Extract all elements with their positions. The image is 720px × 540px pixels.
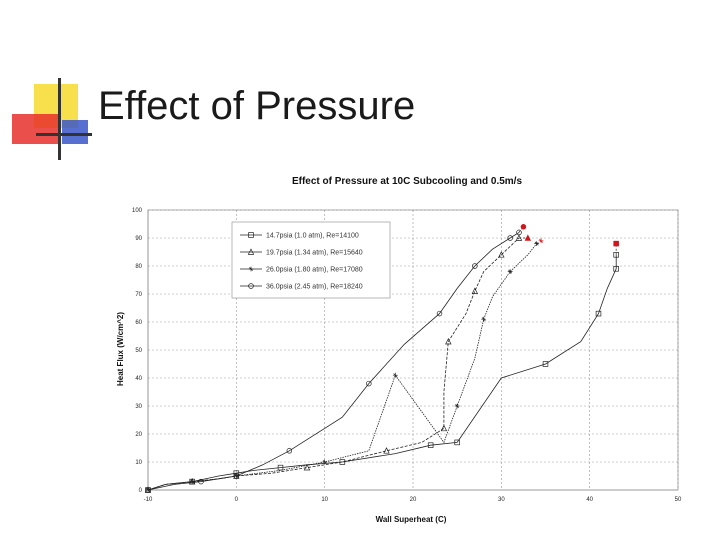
point-triangle: [471, 287, 479, 294]
x-tick-label: 20: [410, 497, 417, 503]
point-triangle: [247, 248, 255, 255]
point-square: [613, 240, 619, 247]
point-circle: [233, 473, 240, 479]
y-tick-label: 0: [139, 488, 143, 494]
y-tick-label: 40: [135, 376, 142, 382]
y-tick-label: 50: [135, 348, 142, 354]
point-star: [189, 479, 195, 484]
x-tick-label: 50: [675, 497, 682, 503]
point-square: [595, 310, 602, 317]
y-tick-label: 60: [135, 320, 142, 326]
y-tick-label: 90: [135, 236, 142, 242]
plot-frame: [147, 209, 679, 491]
point-star: [454, 403, 460, 409]
legend-label: 14.7psia (1.0 atm), Re=14100: [266, 233, 359, 240]
point-star: [538, 238, 544, 244]
series-line: [147, 254, 617, 491]
point-square: [542, 361, 549, 367]
logo-vertical-line: [58, 78, 61, 160]
point-square: [613, 266, 619, 272]
point-star: [507, 269, 513, 274]
logo-blue-square: [62, 120, 88, 144]
chart-series: [144, 224, 619, 493]
point-square: [248, 232, 254, 238]
chf-connector: [536, 240, 542, 244]
point-circle: [366, 380, 372, 387]
point-square: [613, 252, 619, 258]
chart-title: Effect of Pressure at 10C Subcooling and…: [292, 176, 523, 187]
point-circle: [145, 487, 151, 493]
y-axis-label: Heat Flux (W/cm^2): [116, 312, 125, 386]
point-triangle: [440, 424, 448, 432]
point-star: [322, 459, 328, 465]
point-circle: [472, 263, 478, 269]
series-line: [147, 237, 520, 491]
point-star: [481, 316, 487, 322]
point-circle: [198, 478, 204, 485]
logo-horizontal-line: [36, 133, 92, 136]
point-circle: [516, 229, 522, 236]
x-tick-label: -10: [144, 497, 153, 503]
legend-label: 19.7psia (1.34 atm), Re=15640: [266, 250, 363, 257]
logo-red-bar: [12, 114, 60, 144]
point-square: [454, 439, 460, 446]
legend-label: 26.0psia (1.80 atm), Re=17080: [266, 267, 363, 274]
slide-logo: [12, 78, 92, 160]
point-triangle: [383, 447, 390, 454]
series-line: [147, 243, 538, 491]
y-tick-label: 10: [135, 460, 142, 466]
point-triangle: [445, 337, 452, 345]
point-circle: [248, 283, 254, 289]
series-4: [145, 224, 527, 493]
page-title: Effect of Pressure: [98, 84, 416, 128]
x-axis-label: Wall Superheat (C): [376, 515, 447, 524]
point-star: [248, 266, 254, 272]
point-triangle: [303, 463, 311, 471]
x-tick-label: 0: [235, 497, 239, 503]
point-circle: [520, 224, 527, 230]
y-tick-label: 20: [135, 432, 142, 438]
point-circle: [436, 310, 443, 317]
point-triangle: [524, 234, 532, 241]
point-triangle: [498, 251, 505, 258]
y-tick-label: 30: [135, 404, 142, 410]
y-tick-label: 80: [135, 264, 142, 270]
x-tick-label: 30: [498, 497, 505, 503]
point-circle: [507, 235, 513, 241]
y-tick-label: 70: [135, 292, 142, 298]
point-square: [427, 442, 434, 448]
x-tick-label: 10: [321, 497, 328, 503]
series-line: [147, 232, 520, 491]
point-star: [392, 372, 398, 378]
y-tick-label: 100: [132, 208, 143, 214]
point-square: [277, 464, 284, 471]
x-tick-label: 40: [586, 497, 593, 503]
chart-legend: 14.7psia (1.0 atm), Re=14100 19.7psia (1.…: [231, 221, 391, 299]
chart-grid: [147, 209, 679, 491]
point-circle: [286, 448, 293, 454]
legend-label: 36.0psia (2.45 atm), Re=18240: [266, 284, 363, 291]
series-1: [145, 240, 619, 493]
